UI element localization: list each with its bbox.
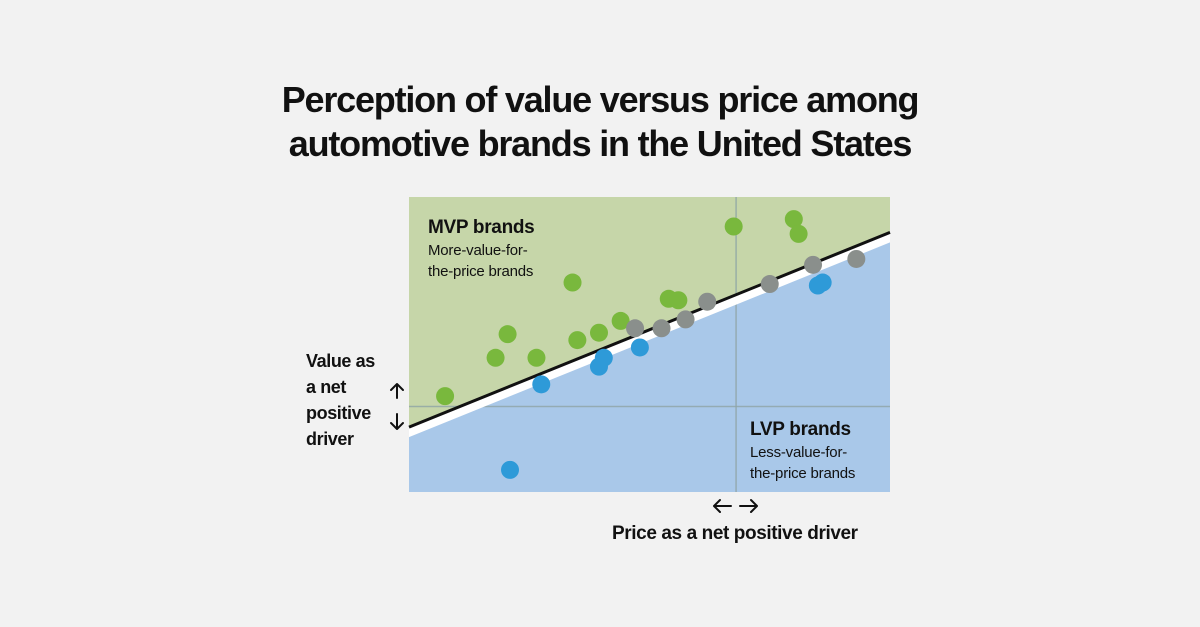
data-point	[498, 325, 517, 344]
data-point	[630, 338, 649, 357]
y-axis-label-line: Value as	[306, 351, 375, 371]
data-point	[804, 255, 823, 274]
data-point	[698, 292, 717, 311]
data-point	[652, 319, 671, 338]
lvp-region-label: LVP brands Less-value-for- the-price bra…	[750, 418, 950, 484]
y-axis-label-line: driver	[306, 429, 354, 449]
data-point	[568, 331, 587, 350]
lvp-region-subtitle-line: the-price brands	[750, 465, 856, 482]
y-axis-label: Value as a net positive driver	[306, 348, 386, 452]
chart-title: Perception of value versus price among a…	[0, 78, 1200, 166]
data-point	[813, 273, 832, 292]
data-point	[436, 387, 455, 406]
data-point	[724, 217, 743, 236]
x-axis-label: Price as a net positive driver	[612, 523, 858, 544]
data-point	[589, 323, 608, 342]
mvp-region-title: MVP brands	[428, 217, 535, 238]
data-point	[527, 348, 546, 367]
data-point	[789, 224, 808, 243]
data-point	[784, 210, 803, 229]
mvp-region-subtitle-line: the-price brands	[428, 263, 534, 280]
down-arrow-icon	[390, 413, 404, 430]
mvp-region-subtitle-line: More-value-for-	[428, 242, 528, 259]
data-point	[486, 348, 505, 367]
y-axis-label-line: positive	[306, 403, 371, 423]
data-point	[532, 375, 551, 394]
chart-title-line: Perception of value versus price among	[281, 79, 920, 120]
mvp-region-label: MVP brands More-value-for- the-price bra…	[428, 216, 628, 282]
chart-title-line: automotive brands in the United States	[288, 123, 913, 164]
data-point	[760, 275, 779, 294]
left-arrow-icon	[713, 499, 732, 513]
data-point	[611, 311, 630, 330]
mvp-region	[409, 197, 890, 428]
data-point	[626, 319, 645, 338]
data-point	[847, 249, 866, 268]
data-point	[594, 348, 613, 367]
data-point	[676, 310, 695, 329]
data-point	[501, 460, 520, 479]
up-arrow-icon	[390, 383, 404, 399]
data-point	[563, 273, 582, 292]
right-arrow-icon	[739, 499, 758, 513]
data-point	[669, 291, 688, 310]
lvp-region-title: LVP brands	[750, 419, 851, 440]
y-axis-label-line: a net	[306, 377, 347, 397]
lvp-region-subtitle-line: Less-value-for-	[750, 444, 848, 461]
